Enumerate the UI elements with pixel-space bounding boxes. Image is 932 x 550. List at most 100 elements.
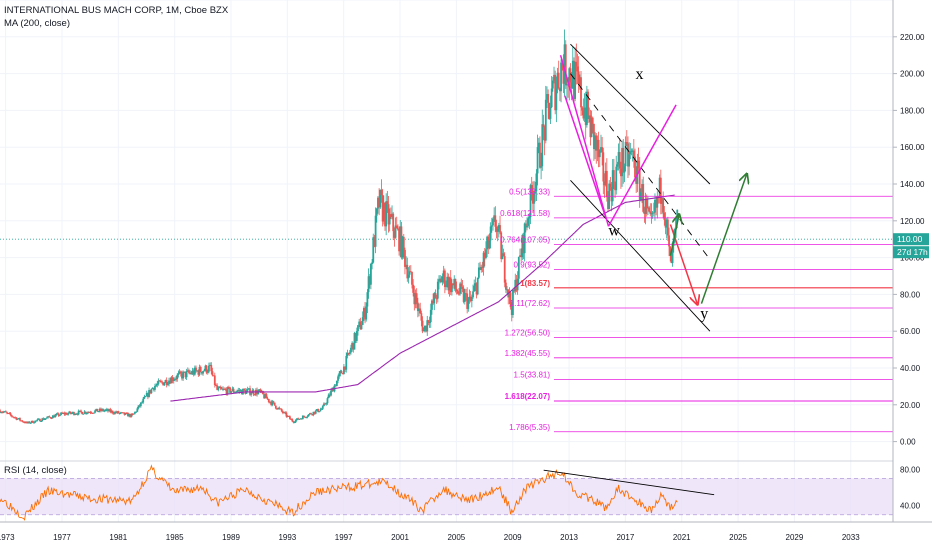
candle-body [111, 410, 114, 414]
fib-label: 0.9(93.52) [514, 261, 551, 270]
candle-body [145, 393, 148, 397]
candle-body [299, 418, 302, 420]
fib-label: 0.764(107.05) [500, 236, 550, 245]
candle-body [84, 411, 87, 414]
candle-body [466, 293, 469, 309]
candle-body [150, 388, 153, 394]
candle-body [266, 398, 269, 400]
candle-body [159, 381, 162, 383]
candle-body [448, 277, 451, 291]
candle-body [93, 412, 95, 414]
time-tick-label: 2009 [504, 533, 522, 542]
candle-body [459, 283, 462, 294]
candle-body [81, 411, 84, 415]
candle-body [588, 115, 591, 120]
candle-body [2, 411, 5, 413]
candle-body [190, 372, 193, 374]
candle-body [64, 413, 67, 415]
candle-body [564, 44, 567, 86]
candle-body [609, 183, 612, 188]
trend-line [559, 54, 610, 227]
candle-body [479, 267, 481, 270]
candle-body [191, 370, 194, 374]
candle-body [439, 278, 442, 280]
candle-body [378, 197, 381, 208]
candle-body [362, 308, 365, 318]
candle-body [625, 141, 628, 144]
candle-body [643, 211, 646, 215]
candle-body [476, 277, 479, 295]
candle-body [272, 401, 275, 403]
candle-body [446, 276, 449, 286]
time-tick-label: 2013 [560, 533, 578, 542]
candle-body [70, 413, 73, 415]
candle-body [294, 419, 297, 423]
candle-body [328, 394, 331, 396]
candle-body [456, 291, 459, 294]
candle-body [594, 135, 596, 150]
candle-body [53, 415, 55, 418]
candle-body [208, 365, 210, 372]
candle-body [621, 147, 623, 177]
candle-body [536, 147, 539, 174]
candle-body [173, 378, 176, 380]
candle-body [308, 413, 311, 415]
candle-body [377, 197, 379, 209]
candle-body [118, 413, 121, 415]
trend-lines[interactable] [559, 43, 711, 332]
candle-body [165, 380, 168, 385]
candle-body [354, 332, 357, 341]
candle-body [475, 283, 478, 295]
candle-body [495, 226, 498, 232]
candle-body [112, 413, 115, 415]
grid-lines [0, 0, 893, 522]
candle-body [134, 411, 136, 414]
candle-body [628, 154, 631, 167]
candle-body [90, 412, 93, 414]
candle-body [649, 211, 652, 214]
candle-body [666, 219, 669, 236]
candle-body [539, 142, 541, 168]
candle-body [267, 399, 270, 402]
candle-body [582, 110, 585, 119]
candle-body [460, 283, 463, 287]
candle-body [365, 306, 368, 320]
candle-body [553, 74, 555, 81]
candle-body [483, 252, 486, 259]
candle-body [515, 279, 518, 291]
candle-body [360, 324, 363, 330]
candle-body [671, 242, 674, 264]
candle-body [162, 382, 165, 386]
candle-body [6, 412, 8, 414]
time-tick-label: 1977 [53, 533, 71, 542]
candle-body [432, 300, 435, 304]
candle-body [163, 382, 166, 386]
candle-body [115, 411, 118, 413]
candle-body [339, 371, 342, 374]
candle-body [43, 418, 46, 420]
candle-body [576, 66, 579, 72]
candle-body [540, 166, 543, 168]
candle-body [303, 416, 305, 418]
candle-body [239, 390, 242, 392]
time-tick-label: 2001 [391, 533, 409, 542]
candle-body [412, 284, 415, 293]
candle-body [324, 403, 327, 405]
candle-body [85, 412, 88, 414]
candle-body [607, 197, 609, 209]
candle-body [382, 203, 385, 222]
candle-body [442, 270, 445, 277]
candle-body [313, 411, 316, 414]
candle-body [213, 375, 216, 386]
candle-body [502, 253, 505, 257]
candle-body [534, 190, 537, 192]
candle-body [196, 370, 199, 372]
candle-body [652, 212, 655, 214]
candle-body [401, 236, 404, 258]
candle-body [506, 289, 508, 291]
wave-labels: x w y [608, 66, 708, 322]
rsi-trend-line[interactable] [543, 469, 715, 496]
candle-body [556, 72, 559, 89]
candle-body [569, 68, 572, 83]
